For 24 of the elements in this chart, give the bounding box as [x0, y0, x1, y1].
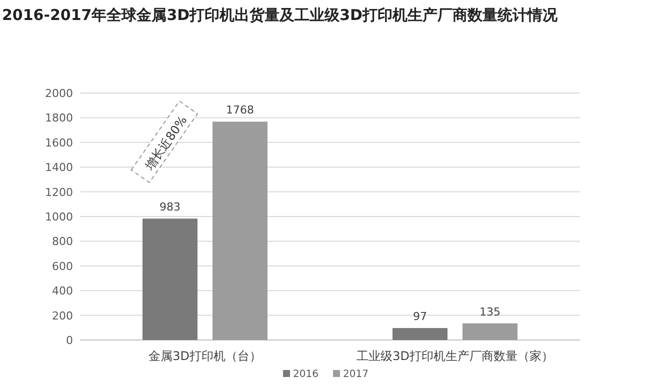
- x-tick-label: 金属3D打印机（台）: [148, 349, 262, 363]
- bar: [142, 218, 198, 340]
- y-tick-label: 1400: [45, 161, 73, 174]
- bar: [392, 328, 448, 340]
- bar: [462, 323, 518, 340]
- y-tick-label: 1000: [45, 210, 73, 224]
- y-tick-label: 400: [52, 284, 73, 298]
- y-tick-label: 1800: [45, 112, 73, 125]
- bar: [212, 122, 268, 340]
- y-tick-label: 0: [66, 334, 73, 347]
- data-label: 1768: [226, 104, 254, 117]
- y-tick-label: 2000: [45, 87, 73, 100]
- legend-label: 2016: [293, 369, 318, 380]
- x-tick-label: 工业级3D打印机生产厂商数量（家）: [356, 349, 554, 363]
- y-tick-label: 200: [52, 309, 73, 322]
- data-label: 97: [413, 310, 427, 324]
- legend-label: 2017: [343, 369, 368, 380]
- y-tick-label: 600: [52, 260, 73, 273]
- data-label: 135: [480, 305, 500, 318]
- y-tick-label: 800: [52, 235, 73, 248]
- y-tick-label: 1600: [45, 136, 73, 150]
- data-label: 983: [160, 200, 180, 214]
- chart-title: 2016-2017年全球金属3D打印机出货量及工业级3D打印机生产厂商数量统计情况: [2, 6, 558, 24]
- y-tick-label: 1200: [45, 186, 73, 199]
